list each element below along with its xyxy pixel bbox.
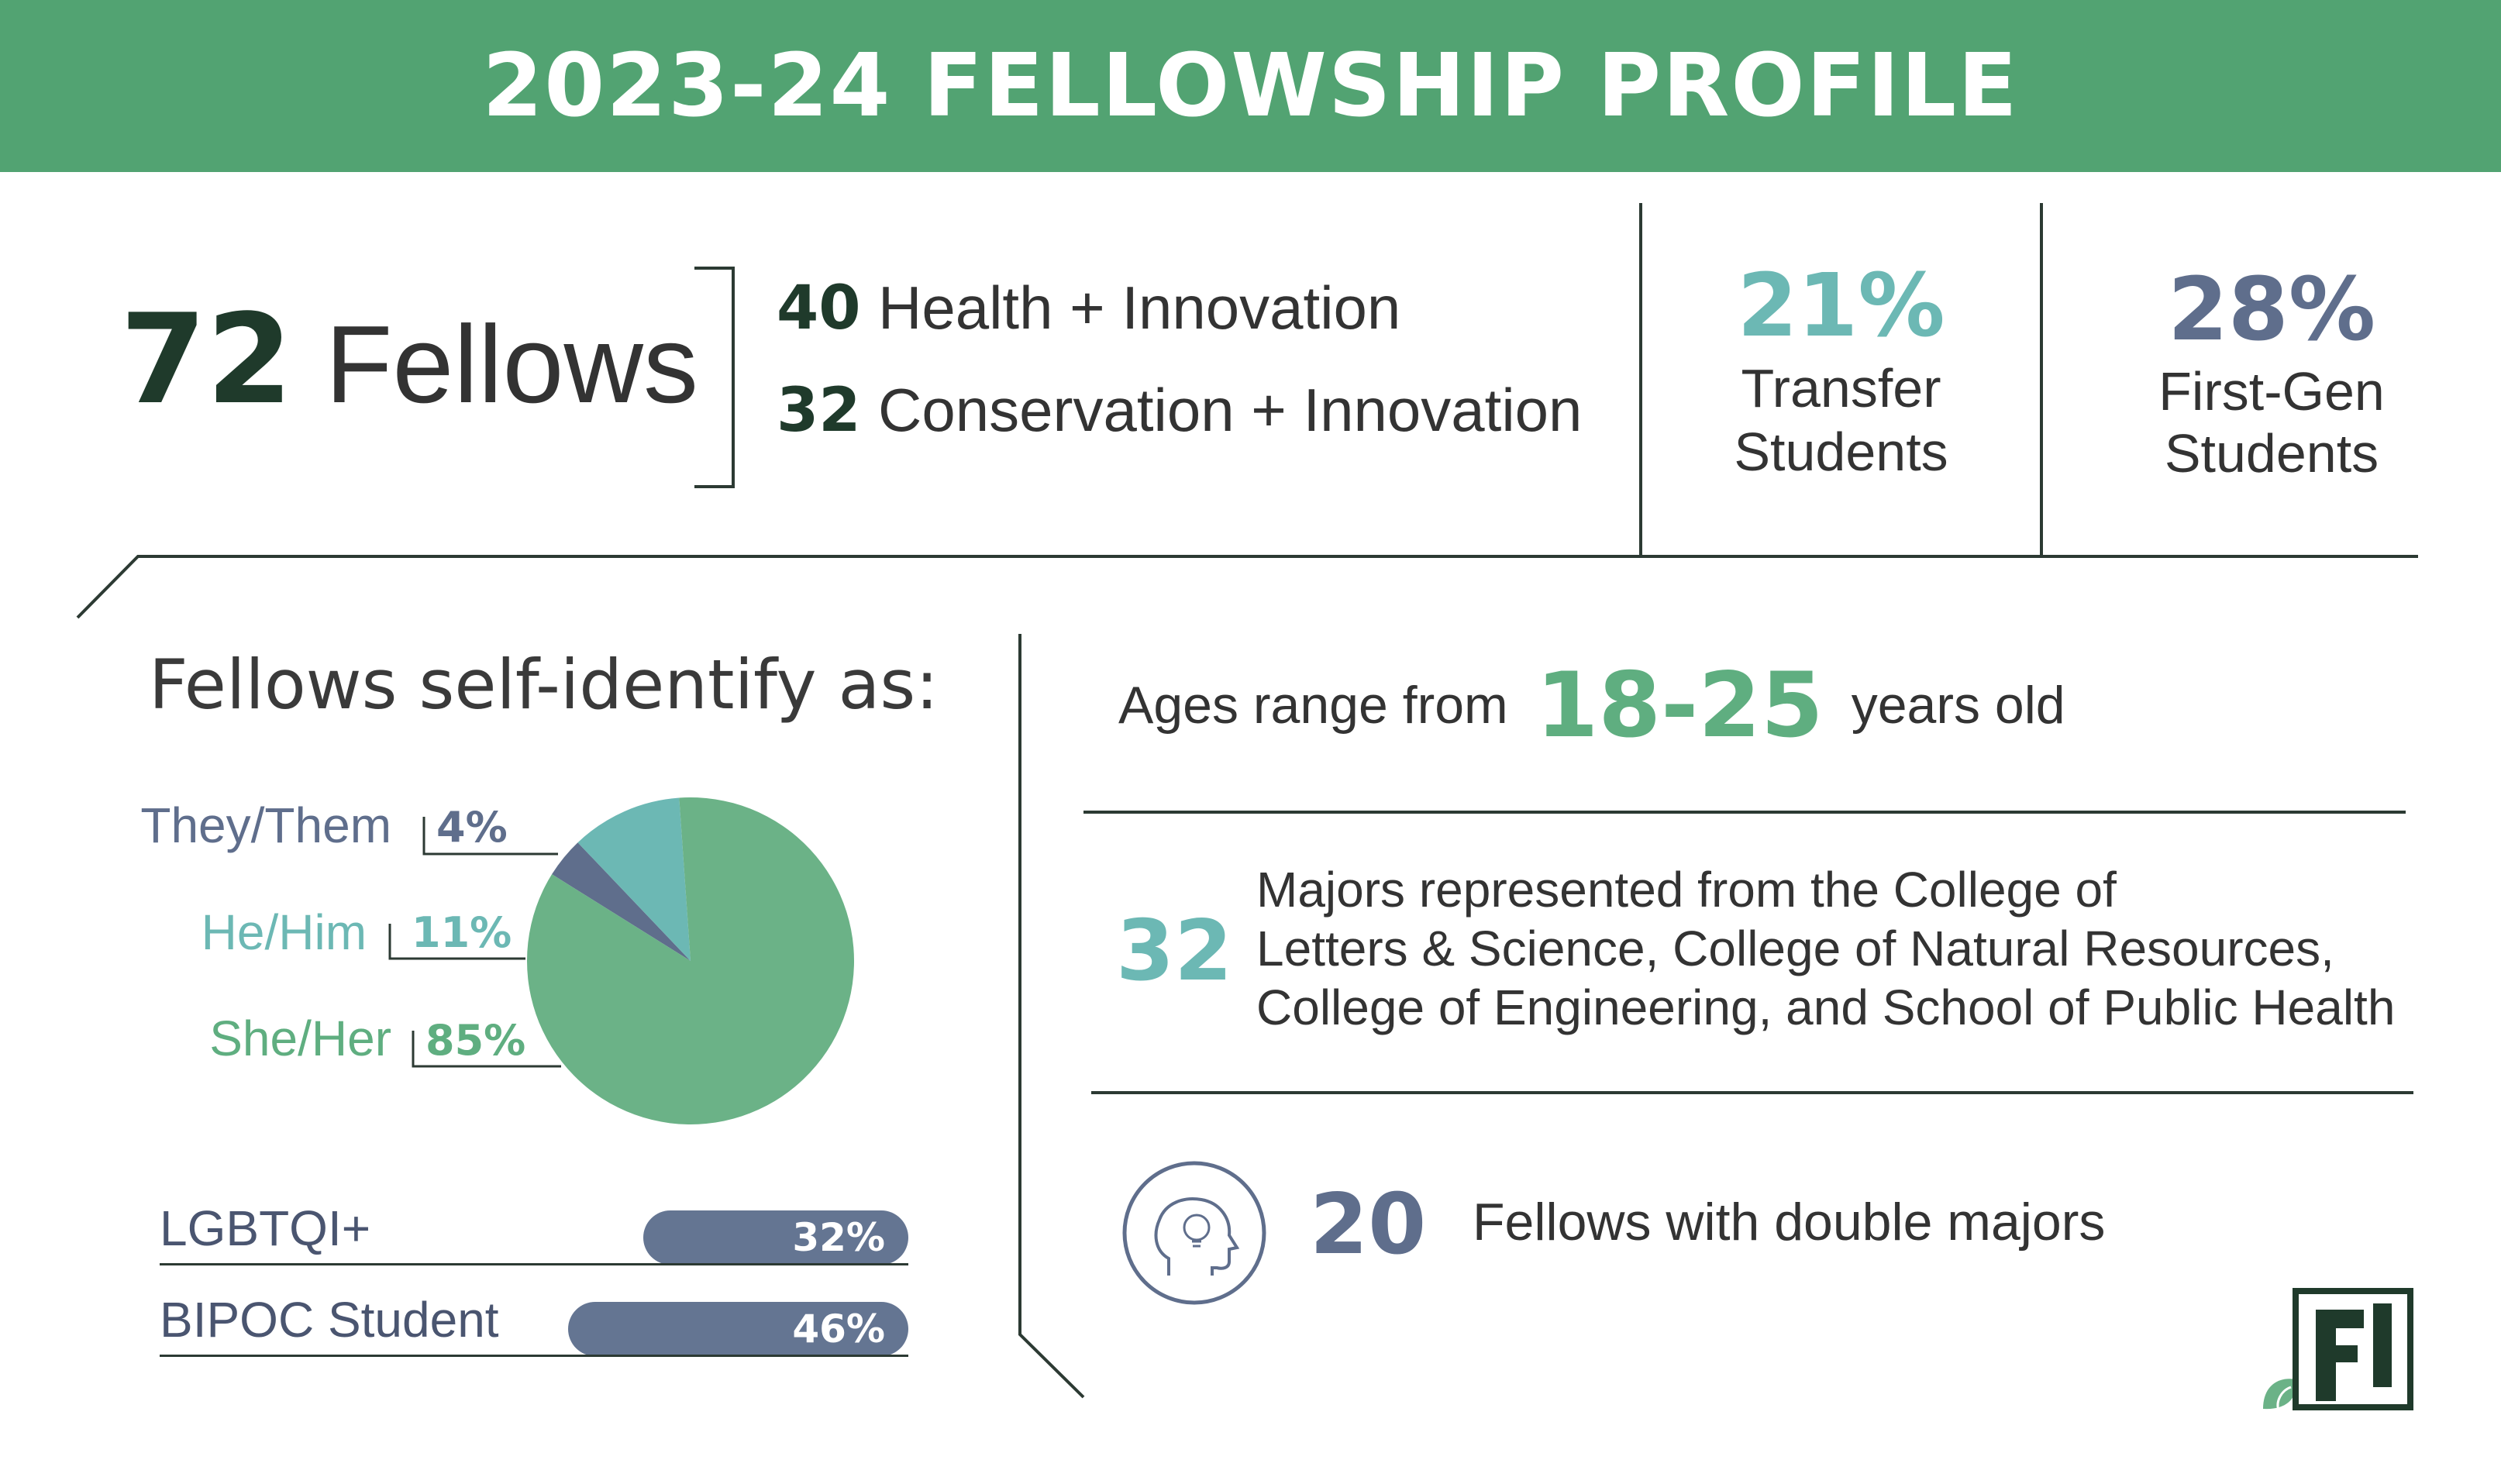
bipoc-bar: 46% bbox=[568, 1302, 908, 1356]
transfer-label-1: Transfer bbox=[1741, 358, 1941, 418]
lgbtqi-label: LGBTQI+ bbox=[160, 1200, 371, 1256]
divider bbox=[2040, 203, 2043, 556]
pronoun-label-they: They/Them bbox=[0, 797, 391, 854]
pronoun-they-text: They/Them bbox=[140, 797, 391, 853]
page-title: 2023-24 FELLOWSHIP PROFILE bbox=[482, 36, 2019, 136]
majors-number: 32 bbox=[1116, 903, 1233, 1000]
bipoc-label: BIPOC Student bbox=[160, 1292, 499, 1348]
pronoun-they-percent: 4% bbox=[436, 803, 508, 852]
double-majors-label: Fellows with double majors bbox=[1473, 1193, 2106, 1252]
pie-slice-he bbox=[577, 797, 691, 961]
header-bar bbox=[0, 0, 2501, 172]
majors-line-2: Letters & Science, College of Natural Re… bbox=[1256, 921, 2334, 976]
total-fellows-label: Fellows bbox=[325, 303, 698, 426]
head-lightbulb-icon bbox=[1122, 1161, 1266, 1305]
bipoc-baseline bbox=[160, 1355, 908, 1357]
pronoun-label-she: She/Her bbox=[0, 1010, 391, 1067]
track-health-number: 40 bbox=[777, 274, 861, 343]
pronoun-she-percent: 85% bbox=[425, 1016, 526, 1065]
double-majors-number: 20 bbox=[1310, 1176, 1427, 1273]
transfer-percent: 21% bbox=[1737, 256, 1945, 356]
pie-slice-she bbox=[527, 797, 854, 1124]
lgbtqi-bar: 32% bbox=[643, 1210, 908, 1265]
track-health-label: Health + Innovation bbox=[878, 274, 1401, 342]
pronoun-she-text: She/Her bbox=[209, 1011, 391, 1066]
bipoc-percent: 46% bbox=[792, 1307, 885, 1351]
track-conservation-label: Conservation + Innovation bbox=[878, 376, 1583, 444]
pie-slice-they bbox=[552, 842, 691, 961]
bracket bbox=[694, 267, 735, 488]
lgbtqi-baseline bbox=[160, 1263, 908, 1265]
fellowship-logo bbox=[2263, 1288, 2413, 1411]
pronoun-label-he: He/Him bbox=[0, 904, 367, 961]
firstgen-percent: 28% bbox=[2167, 260, 2376, 360]
majors-line-1: Majors represented from the College of bbox=[1256, 862, 2117, 918]
firstgen-label-1: First-Gen bbox=[2158, 361, 2385, 422]
ages-value: 18-25 bbox=[1535, 652, 1824, 758]
total-fellows-number: 72 bbox=[120, 287, 293, 432]
identity-heading: Fellows self-identify as: bbox=[149, 645, 939, 725]
ages-range: Ages range from 18-25 years old bbox=[1118, 652, 2065, 758]
lgbtqi-percent: 32% bbox=[792, 1215, 885, 1260]
divider bbox=[1639, 203, 1642, 556]
ages-prefix: Ages range from bbox=[1118, 676, 1508, 735]
majors-line-3: College of Engineering, and School of Pu… bbox=[1256, 980, 2396, 1035]
total-fellows: 72 Fellows bbox=[120, 287, 698, 432]
firstgen-stat: 28% First-Gen Students bbox=[2043, 260, 2500, 484]
ages-suffix: years old bbox=[1851, 676, 2065, 735]
firstgen-label-2: Students bbox=[2164, 423, 2379, 484]
pronoun-pie-chart bbox=[527, 797, 854, 1124]
transfer-stat: 21% Transfer Students bbox=[1642, 256, 2040, 484]
majors-description: Majors represented from the College of L… bbox=[1256, 860, 2395, 1037]
transfer-label-2: Students bbox=[1734, 422, 1948, 482]
track-conservation: 32 Conservation + Innovation bbox=[777, 375, 1582, 446]
track-health: 40 Health + Innovation bbox=[777, 273, 1400, 343]
pronoun-he-percent: 11% bbox=[412, 908, 512, 957]
track-conservation-number: 32 bbox=[777, 376, 861, 446]
pronoun-he-text: He/Him bbox=[201, 904, 367, 960]
